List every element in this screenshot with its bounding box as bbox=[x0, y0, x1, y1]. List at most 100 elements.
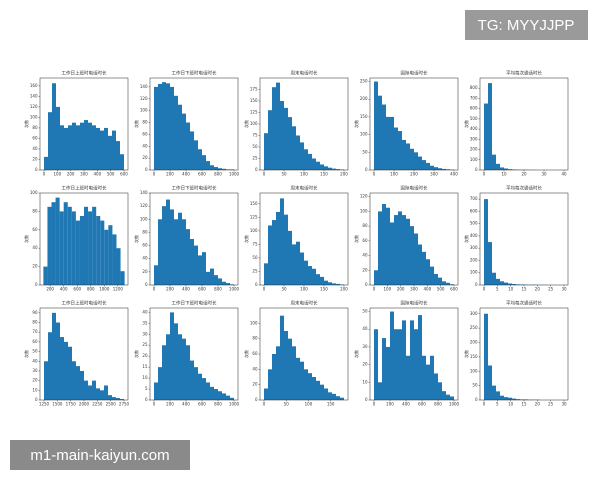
bar bbox=[230, 169, 234, 170]
bar bbox=[508, 283, 512, 285]
bar bbox=[516, 284, 520, 285]
bar bbox=[386, 116, 390, 170]
bar bbox=[80, 122, 84, 170]
y-tick-label: 0 bbox=[255, 397, 258, 402]
bar bbox=[116, 398, 120, 400]
bar bbox=[92, 125, 96, 170]
y-tick-label: 60 bbox=[362, 238, 368, 243]
y-tick-label: 175 bbox=[250, 87, 258, 92]
y-tick-label: 0 bbox=[35, 167, 38, 172]
x-tick-label: 1500 bbox=[52, 402, 63, 407]
x-tick-label: 300 bbox=[80, 172, 88, 177]
x-tick-label: 600 bbox=[450, 287, 458, 292]
x-tick-label: 0 bbox=[373, 287, 376, 292]
bar bbox=[324, 388, 328, 400]
y-tick-label: 50 bbox=[252, 144, 258, 149]
x-tick-label: 200 bbox=[386, 402, 394, 407]
x-tick-label: 15 bbox=[521, 402, 527, 407]
bar bbox=[222, 168, 226, 170]
bar bbox=[284, 331, 288, 400]
axes-frame bbox=[149, 307, 239, 401]
y-tick-label: 125 bbox=[250, 110, 258, 115]
bar bbox=[44, 361, 48, 400]
y-tick-label: 0 bbox=[145, 397, 148, 402]
bar bbox=[60, 125, 64, 170]
bar bbox=[71, 211, 76, 285]
x-tick-label: 25 bbox=[548, 287, 554, 292]
bar bbox=[210, 165, 214, 170]
bar bbox=[100, 130, 104, 170]
bar bbox=[162, 82, 166, 170]
y-tick-label: 30 bbox=[362, 344, 368, 349]
y-axis-label: 次数 bbox=[133, 350, 139, 358]
bar bbox=[158, 219, 162, 285]
y-tick-label: 20 bbox=[142, 155, 148, 160]
bar bbox=[178, 212, 182, 285]
y-tick-label: 150 bbox=[360, 114, 368, 119]
bar bbox=[100, 390, 104, 400]
y-tick-label: 20 bbox=[32, 156, 38, 161]
y-axis-label: 次数 bbox=[23, 350, 29, 358]
bar bbox=[280, 101, 284, 170]
bar bbox=[64, 127, 68, 170]
y-axis-label: 次数 bbox=[463, 120, 469, 128]
x-tick-label: 1200 bbox=[113, 287, 124, 292]
y-tick-label: 80 bbox=[362, 223, 368, 228]
y-tick-label: 400 bbox=[470, 126, 478, 131]
y-tick-label: 0 bbox=[255, 167, 258, 172]
bar bbox=[414, 329, 418, 400]
bar bbox=[55, 197, 60, 285]
x-tick-label: 200 bbox=[397, 287, 405, 292]
y-tick-label: 200 bbox=[470, 340, 478, 345]
y-tick-label: 0 bbox=[145, 282, 148, 287]
bar bbox=[288, 338, 292, 400]
y-tick-label: 10 bbox=[362, 379, 368, 384]
bar bbox=[292, 244, 296, 285]
y-axis-label: 次数 bbox=[243, 235, 249, 243]
y-tick-label: 40 bbox=[362, 326, 368, 331]
x-tick-label: 200 bbox=[410, 172, 418, 177]
y-tick-label: 140 bbox=[140, 190, 148, 195]
y-tick-label: 75 bbox=[252, 133, 258, 138]
bar bbox=[446, 282, 450, 285]
bar bbox=[120, 399, 124, 400]
bar bbox=[422, 355, 426, 400]
y-tick-label: 0 bbox=[475, 397, 478, 402]
y-tick-label: 40 bbox=[32, 146, 38, 151]
x-tick-label: 200 bbox=[67, 172, 75, 177]
x-tick-label: 300 bbox=[430, 172, 438, 177]
bar bbox=[336, 169, 340, 170]
bar bbox=[504, 397, 508, 400]
y-tick-label: 120 bbox=[30, 104, 38, 109]
bar bbox=[324, 166, 328, 170]
bar bbox=[406, 355, 410, 400]
bar bbox=[422, 251, 426, 285]
x-tick-label: 5 bbox=[496, 402, 499, 407]
bar bbox=[442, 168, 446, 170]
bar bbox=[154, 86, 158, 170]
bar bbox=[284, 214, 288, 285]
x-tick-label: 20 bbox=[521, 172, 527, 177]
x-tick-label: 2750 bbox=[119, 402, 130, 407]
x-tick-label: 500 bbox=[107, 172, 115, 177]
y-tick-label: 300 bbox=[470, 136, 478, 141]
y-tick-label: 80 bbox=[32, 208, 38, 213]
bar bbox=[296, 135, 300, 170]
bar bbox=[222, 393, 226, 400]
bar bbox=[75, 220, 80, 285]
bar bbox=[170, 209, 174, 285]
x-tick-label: 1750 bbox=[66, 402, 77, 407]
x-tick-label: 400 bbox=[182, 402, 190, 407]
x-tick-label: 2250 bbox=[92, 402, 103, 407]
bar bbox=[374, 270, 378, 285]
y-tick-label: 30 bbox=[32, 368, 38, 373]
bar bbox=[390, 311, 394, 400]
bar bbox=[60, 337, 64, 400]
bar bbox=[402, 320, 406, 400]
x-tick-label: 15 bbox=[521, 287, 527, 292]
y-tick-label: 140 bbox=[30, 93, 38, 98]
y-tick-label: 25 bbox=[252, 156, 258, 161]
subplot-title: 平均每次通话时长 bbox=[506, 300, 542, 307]
bar bbox=[68, 346, 72, 400]
subplot-title: 国际电话时长 bbox=[401, 300, 428, 307]
